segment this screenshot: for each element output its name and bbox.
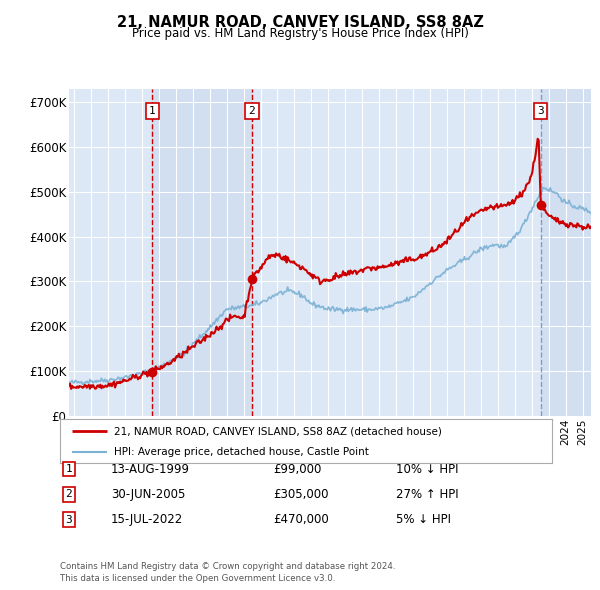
Text: 2: 2 [248, 106, 256, 116]
Text: 21, NAMUR ROAD, CANVEY ISLAND, SS8 8AZ (detached house): 21, NAMUR ROAD, CANVEY ISLAND, SS8 8AZ (… [114, 427, 442, 436]
Bar [152, 88, 252, 416]
Text: HPI: Average price, detached house, Castle Point: HPI: Average price, detached house, Cast… [114, 447, 369, 457]
Text: 15-JUL-2022: 15-JUL-2022 [111, 513, 183, 526]
Text: £305,000: £305,000 [273, 488, 329, 501]
Text: 10% ↓ HPI: 10% ↓ HPI [396, 463, 458, 476]
Text: £470,000: £470,000 [273, 513, 329, 526]
Text: 2: 2 [65, 490, 73, 499]
Text: 3: 3 [538, 106, 544, 116]
Bar [541, 88, 591, 416]
Text: This data is licensed under the Open Government Licence v3.0.: This data is licensed under the Open Gov… [60, 574, 335, 583]
Text: 21, NAMUR ROAD, CANVEY ISLAND, SS8 8AZ: 21, NAMUR ROAD, CANVEY ISLAND, SS8 8AZ [116, 15, 484, 30]
Text: 3: 3 [65, 515, 73, 525]
Text: 5% ↓ HPI: 5% ↓ HPI [396, 513, 451, 526]
Text: Price paid vs. HM Land Registry's House Price Index (HPI): Price paid vs. HM Land Registry's House … [131, 27, 469, 40]
Text: 1: 1 [65, 464, 73, 474]
Text: 13-AUG-1999: 13-AUG-1999 [111, 463, 190, 476]
Text: Contains HM Land Registry data © Crown copyright and database right 2024.: Contains HM Land Registry data © Crown c… [60, 562, 395, 571]
Text: £99,000: £99,000 [273, 463, 322, 476]
Text: 30-JUN-2005: 30-JUN-2005 [111, 488, 185, 501]
Text: 1: 1 [149, 106, 156, 116]
Text: 27% ↑ HPI: 27% ↑ HPI [396, 488, 458, 501]
